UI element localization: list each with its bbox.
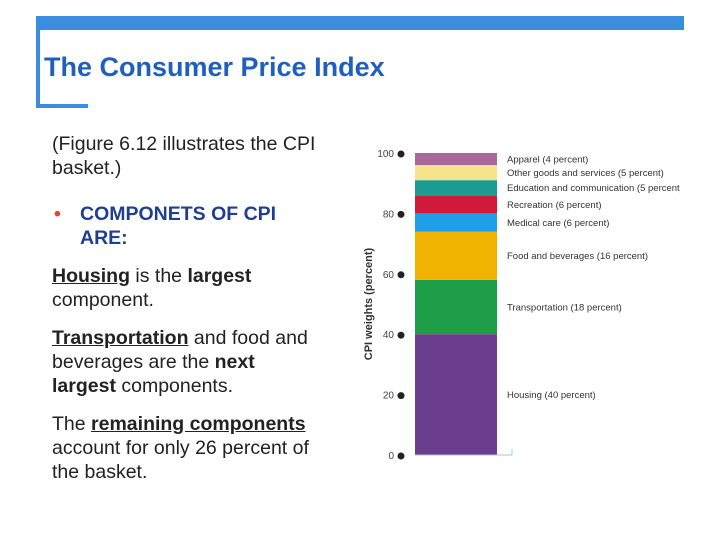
housing-text-1: is the <box>130 265 188 287</box>
title-accent-left <box>36 16 40 108</box>
intro-line-2: basket.) <box>52 157 122 179</box>
title-accent-bottom <box>36 104 88 108</box>
remaining-text-pre: The <box>52 413 92 435</box>
remaining-paragraph: The remaining components account for onl… <box>52 412 382 484</box>
intro-line-1: (Figure 6.12 illustrates the CPI <box>52 133 316 155</box>
bar-segment <box>415 213 497 232</box>
transport-emphasis-2: largest <box>52 375 116 397</box>
transport-text-1: and food and <box>188 327 308 349</box>
y-tick-dot <box>397 271 405 279</box>
segment-label: Food and beverages (16 percent) <box>507 251 648 262</box>
y-tick-label: 20 <box>383 391 395 402</box>
segment-label: Housing (40 percent) <box>507 390 596 401</box>
y-tick-label: 0 <box>388 451 394 462</box>
housing-term: Housing <box>52 265 130 287</box>
transport-term: Transportation <box>52 327 189 349</box>
title-accent-bar <box>36 16 684 30</box>
housing-emphasis: largest <box>187 265 252 287</box>
bullet-line-1: COMPONETS OF CPI <box>80 203 277 225</box>
bullet-line-2: ARE: <box>80 227 128 249</box>
transport-paragraph: Transportation and food and beverages ar… <box>52 326 382 398</box>
bar-segment <box>415 153 497 166</box>
segment-label: Education and communication (5 percent) <box>507 183 680 194</box>
segment-label: Medical care (6 percent) <box>507 218 609 229</box>
segment-label: Other goods and services (5 percent) <box>507 168 664 179</box>
segment-label: Transportation (18 percent) <box>507 303 622 314</box>
slide-body: (Figure 6.12 illustrates the CPI basket.… <box>52 132 382 484</box>
bullet-dot-icon: • <box>54 203 61 225</box>
segment-label: Recreation (6 percent) <box>507 200 602 211</box>
housing-paragraph: Housing is the largest component. <box>52 264 382 312</box>
bar-segment <box>415 195 497 214</box>
y-tick-dot <box>397 150 405 158</box>
bar-segment <box>415 334 497 455</box>
remaining-text-2: the basket. <box>52 461 148 483</box>
cpi-stacked-bar-chart: CPI weights (percent) 0 20 40 60 80 100 Housing… <box>363 149 680 462</box>
segment-label: Apparel (4 percent) <box>507 155 588 166</box>
bar-segment <box>415 231 497 280</box>
housing-text-2: component. <box>52 289 154 311</box>
y-tick-dot <box>397 452 405 460</box>
remaining-text-1: account for only 26 percent of <box>52 437 309 459</box>
slide-title: The Consumer Price Index <box>44 52 385 82</box>
y-tick-label: 80 <box>383 209 395 220</box>
y-tick-label: 60 <box>383 270 395 281</box>
transport-text-2: beverages are the <box>52 351 215 373</box>
bar-segment <box>415 165 497 181</box>
bar-segment <box>415 180 497 196</box>
bullet-components: • COMPONETS OF CPI ARE: <box>52 202 382 250</box>
bar-segment <box>415 279 497 335</box>
y-tick-dot <box>397 210 405 218</box>
y-tick-dot <box>397 392 405 400</box>
intro-text: (Figure 6.12 illustrates the CPI basket.… <box>52 132 382 180</box>
y-tick-dot <box>397 331 405 339</box>
transport-text-3: components. <box>115 375 234 397</box>
transport-emphasis-1: next <box>214 351 255 373</box>
remaining-term: remaining components <box>91 413 306 435</box>
y-tick-label: 100 <box>377 149 394 160</box>
y-axis-label: CPI weights (percent) <box>363 247 375 360</box>
y-tick-label: 40 <box>383 330 395 341</box>
